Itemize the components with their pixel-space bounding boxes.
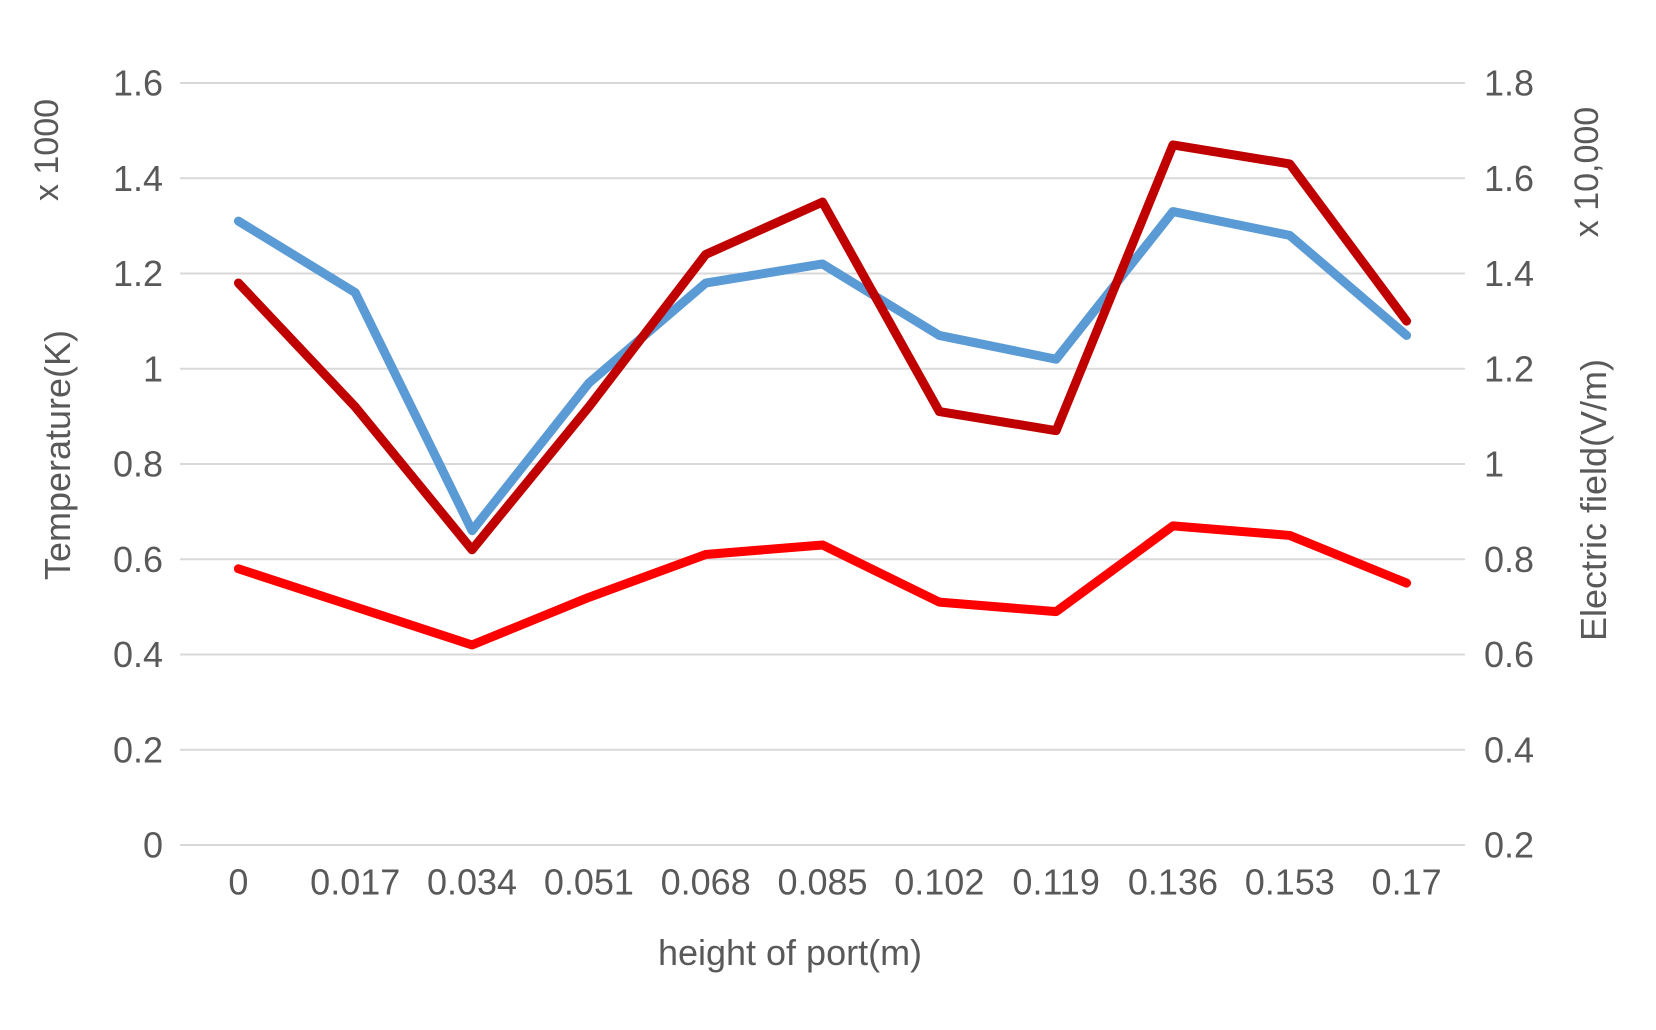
- x-axis-tick: 0.034: [427, 862, 517, 903]
- x-axis-tick: 0.136: [1128, 862, 1218, 903]
- right-axis-tick: 0.2: [1484, 825, 1534, 866]
- x-axis-tick: 0.17: [1372, 862, 1442, 903]
- left-axis-tick: 1.2: [113, 253, 163, 294]
- blue-line: [233, 207, 1412, 536]
- right-axis-tick: 1.2: [1484, 348, 1534, 389]
- left-axis-tick: 1.4: [113, 158, 163, 199]
- x-axis-tick: 0.119: [1012, 862, 1099, 903]
- right-axis-tick: 0.8: [1484, 539, 1534, 580]
- right-axis-tick: 1.4: [1484, 253, 1534, 294]
- x-axis-title: height of port(m): [658, 932, 922, 973]
- x-axis-tick-labels: 0 0.017 0.034 0.051 0.068 0.085 0.102 0.119 0.13…: [228, 862, 1441, 903]
- right-axis-tick: 0.6: [1484, 634, 1534, 675]
- left-axis-title: Temperature(K): [37, 330, 78, 580]
- x-axis-tick: 0.153: [1245, 862, 1335, 903]
- left-axis-tick: 0: [143, 825, 163, 866]
- left-axis-tick-labels: 1.6 1.4 1.2 1 0.8 0.6 0.4 0.2 0: [113, 63, 163, 866]
- right-axis-tick: 1.8: [1484, 63, 1534, 104]
- left-axis-tick: 0.8: [113, 444, 163, 485]
- bright-red-line: [233, 521, 1412, 650]
- x-axis-tick: 0.102: [894, 862, 984, 903]
- x-axis-tick: 0: [228, 862, 248, 903]
- right-axis-tick-labels: 1.8 1.6 1.4 1.2 1 0.8 0.6 0.4 0.2: [1484, 63, 1534, 866]
- right-axis-scale-label: x 10,000: [1568, 107, 1606, 237]
- left-axis-tick: 0.2: [113, 729, 163, 770]
- x-axis-tick: 0.051: [544, 862, 634, 903]
- x-axis-tick: 0.085: [777, 862, 867, 903]
- right-axis-title: Electric field(V/m): [1573, 359, 1614, 641]
- x-axis-tick: 0.068: [661, 862, 751, 903]
- gridlines: [180, 82, 1465, 846]
- left-axis-tick: 0.6: [113, 539, 163, 580]
- left-axis-tick: 0.4: [113, 634, 163, 675]
- right-axis-tick: 1.6: [1484, 158, 1534, 199]
- right-axis-tick: 1: [1484, 444, 1504, 485]
- series-lines: [233, 140, 1412, 650]
- left-axis-tick: 1.6: [113, 63, 163, 104]
- right-axis-tick: 0.4: [1484, 729, 1534, 770]
- dark-red-line: [233, 140, 1412, 555]
- left-axis-scale-label: x 1000: [28, 99, 66, 201]
- left-axis-tick: 1: [143, 348, 163, 389]
- x-axis-tick: 0.017: [310, 862, 400, 903]
